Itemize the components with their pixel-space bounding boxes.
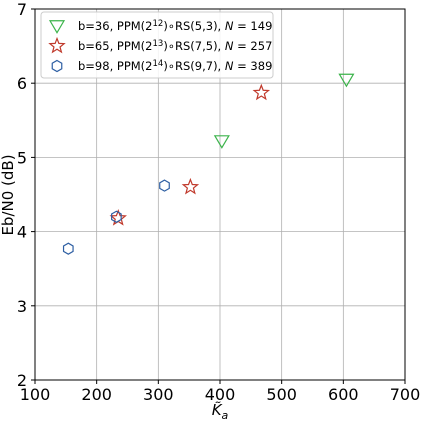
x-tick-label: 600 [328,385,359,404]
data-point-series-2 [111,210,122,223]
y-tick-label: 2 [17,371,27,390]
x-tick-label: 700 [390,385,421,404]
data-point-series-1 [181,177,200,195]
legend-marker-0 [48,20,66,34]
x-tick-label: 100 [20,385,51,404]
legend-entry-2: b=98, PPM(214)∘RS(9,7), N = 389 [78,59,272,73]
data-point-series-2 [62,242,74,255]
legend-marker-2 [51,59,63,73]
legend-marker-1 [48,36,66,54]
y-tick-label: 4 [17,223,27,242]
x-axis-label: K̃a [212,400,229,422]
axis-ticks: 100 200 300 400 500 600 700 2 3 4 5 6 7 [17,0,420,404]
legend-box [40,11,274,79]
x-tick-label: 200 [81,385,112,404]
y-tick-label: 5 [17,148,27,167]
legend-entry-1: b=65, PPM(213)∘RS(7,5), N = 257 [78,39,272,53]
x-tick-label: 500 [266,385,297,404]
y-tick-label: 6 [17,74,27,93]
data-point-series-2 [159,179,170,192]
legend: b=36, PPM(212)∘RS(5,3), N = 149 b=65, PP… [40,11,274,79]
plot-frame [34,8,406,381]
y-tick-label: 7 [17,0,27,19]
y-tick-label: 3 [17,297,27,316]
y-axis-label: Eb/N0 (dB) [0,154,17,235]
legend-entry-0: b=36, PPM(212)∘RS(5,3), N = 149 [78,19,272,33]
x-tick-label: 300 [143,385,174,404]
x-tick-label: 400 [205,385,236,404]
data-point-series-1 [252,83,271,101]
data-markers [62,73,355,255]
data-point-series-0 [338,73,355,88]
data-point-series-0 [213,135,230,149]
